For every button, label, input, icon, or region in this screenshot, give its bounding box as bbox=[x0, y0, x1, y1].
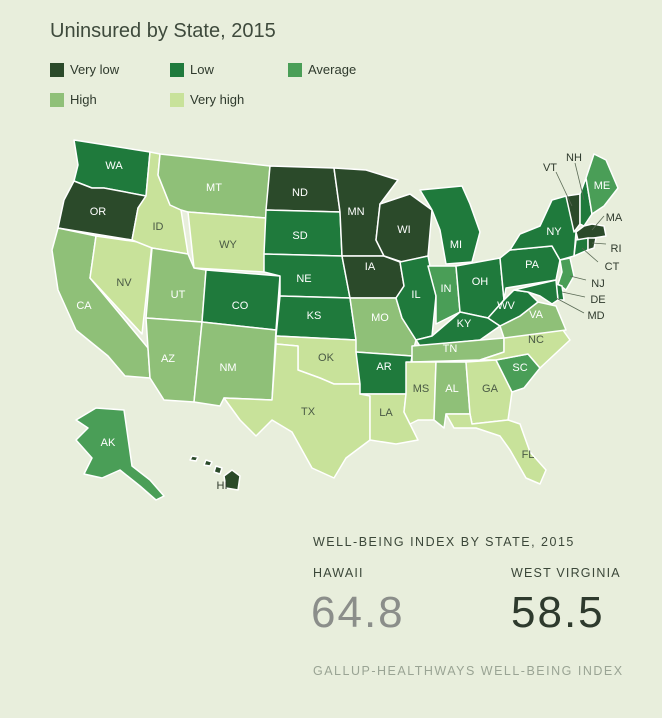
label-al: AL bbox=[445, 383, 458, 395]
state-ar[interactable] bbox=[355, 351, 413, 395]
label-la: LA bbox=[379, 407, 393, 419]
state-nh[interactable] bbox=[579, 177, 593, 227]
label-ny: NY bbox=[546, 226, 562, 238]
label-de: DE bbox=[590, 294, 605, 306]
legend-label-high: High bbox=[70, 92, 97, 107]
label-il: IL bbox=[411, 289, 420, 301]
label-hi: HI bbox=[217, 480, 228, 492]
label-tx: TX bbox=[301, 406, 316, 418]
legend-swatch-high bbox=[50, 93, 64, 107]
us-map: WA OR CA NV ID MT WY UT CO AZ NM ND SD N… bbox=[51, 139, 623, 501]
worst-state-value: 58.5 bbox=[511, 588, 605, 637]
label-mt: MT bbox=[206, 182, 222, 194]
legend-swatch-very-low bbox=[50, 63, 64, 77]
legend-swatch-low bbox=[170, 63, 184, 77]
best-state-value: 64.8 bbox=[311, 588, 405, 637]
state-labels: WA OR CA NV ID MT WY UT CO AZ NM ND SD N… bbox=[76, 152, 623, 492]
state-tx[interactable] bbox=[223, 343, 371, 479]
state-fl[interactable] bbox=[445, 413, 547, 485]
label-wv: WV bbox=[497, 300, 515, 312]
state-nj[interactable] bbox=[557, 257, 575, 291]
label-ma: MA bbox=[606, 212, 623, 224]
label-co: CO bbox=[232, 300, 249, 312]
state-ct[interactable] bbox=[573, 237, 589, 257]
label-mi: MI bbox=[450, 239, 462, 251]
legend-label-average: Average bbox=[308, 62, 357, 77]
state-mi[interactable] bbox=[419, 185, 481, 265]
state-md[interactable] bbox=[513, 279, 559, 305]
legend-swatch-average bbox=[288, 63, 302, 77]
label-ut: UT bbox=[171, 289, 186, 301]
legend-swatch-very-high bbox=[170, 93, 184, 107]
best-state-label: HAWAII bbox=[313, 566, 364, 580]
label-nm: NM bbox=[219, 362, 236, 374]
label-ak: AK bbox=[101, 437, 116, 449]
label-ar: AR bbox=[376, 361, 391, 373]
worst-state-label: WEST VIRGINIA bbox=[511, 566, 621, 580]
wellbeing-heading: WELL-BEING INDEX BY STATE, 2015 bbox=[313, 535, 575, 549]
label-in: IN bbox=[441, 283, 452, 295]
label-ct: CT bbox=[605, 261, 620, 273]
label-oh: OH bbox=[472, 276, 489, 288]
label-pa: PA bbox=[525, 259, 540, 271]
label-vt: VT bbox=[543, 162, 557, 174]
label-az: AZ bbox=[161, 353, 175, 365]
state-hi[interactable] bbox=[189, 455, 241, 491]
label-sd: SD bbox=[292, 230, 307, 242]
label-wa: WA bbox=[105, 160, 123, 172]
label-id: ID bbox=[153, 221, 164, 233]
label-wy: WY bbox=[219, 239, 237, 251]
legend-label-very-low: Very low bbox=[70, 62, 120, 77]
legend-label-low: Low bbox=[190, 62, 214, 77]
label-nd: ND bbox=[292, 187, 308, 199]
label-ms: MS bbox=[413, 383, 430, 395]
label-wi: WI bbox=[397, 224, 410, 236]
label-ia: IA bbox=[365, 261, 376, 273]
label-mo: MO bbox=[371, 312, 389, 324]
label-nv: NV bbox=[116, 277, 132, 289]
state-in[interactable] bbox=[427, 265, 461, 325]
label-or: OR bbox=[90, 206, 107, 218]
label-ga: GA bbox=[482, 383, 499, 395]
map-title: Uninsured by State, 2015 bbox=[50, 20, 276, 42]
label-ne: NE bbox=[296, 273, 311, 285]
label-mn: MN bbox=[347, 206, 364, 218]
legend: Very low Low Average High Very high bbox=[50, 62, 430, 112]
label-va: VA bbox=[529, 309, 544, 321]
label-fl: FL bbox=[522, 449, 535, 461]
label-me: ME bbox=[594, 180, 611, 192]
label-sc: SC bbox=[512, 362, 527, 374]
legend-label-very-high: Very high bbox=[190, 92, 245, 107]
state-nc[interactable] bbox=[479, 325, 571, 369]
label-nc: NC bbox=[528, 334, 544, 346]
state-wv[interactable] bbox=[487, 289, 539, 327]
label-ky: KY bbox=[457, 318, 472, 330]
label-nh: NH bbox=[566, 152, 582, 164]
source-label: GALLUP-HEALTHWAYS WELL-BEING INDEX bbox=[313, 664, 624, 678]
label-nj: NJ bbox=[591, 278, 604, 290]
label-ri: RI bbox=[611, 243, 622, 255]
label-md: MD bbox=[587, 310, 604, 322]
label-ok: OK bbox=[318, 352, 335, 364]
label-tn: TN bbox=[443, 343, 458, 355]
state-ri[interactable] bbox=[587, 237, 597, 251]
state-me[interactable] bbox=[585, 153, 619, 215]
state-ak[interactable] bbox=[75, 407, 165, 501]
label-ca: CA bbox=[76, 300, 92, 312]
label-ks: KS bbox=[307, 310, 322, 322]
